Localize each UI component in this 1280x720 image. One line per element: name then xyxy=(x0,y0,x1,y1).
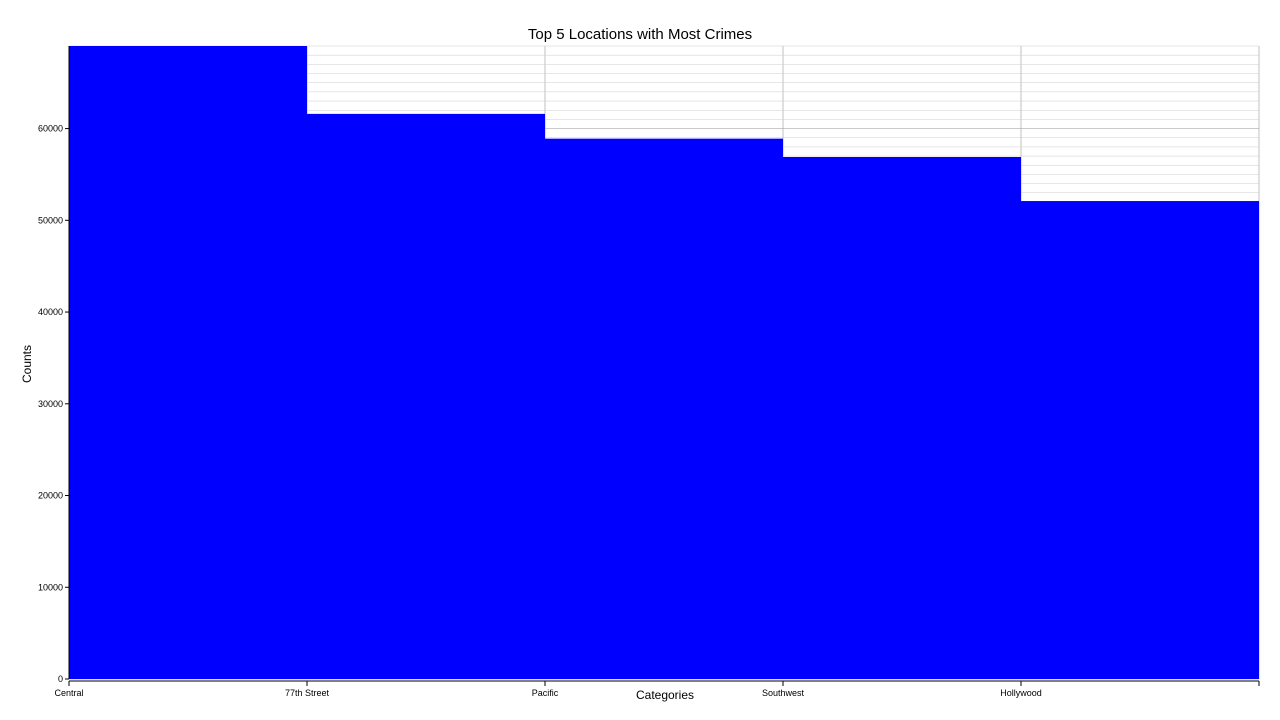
chart-title: Top 5 Locations with Most Crimes xyxy=(528,26,752,43)
y-tick-label: 40000 xyxy=(38,307,63,317)
bar-77th-street xyxy=(307,113,545,679)
x-tick-label: 77th Street xyxy=(285,688,330,698)
x-axis-label: Categories xyxy=(636,688,694,702)
y-axis-label: Counts xyxy=(20,345,34,383)
bar-central xyxy=(69,46,307,679)
bar-southwest xyxy=(783,157,1021,680)
y-tick-label: 0 xyxy=(58,674,63,684)
bar-hollywood xyxy=(1021,201,1259,679)
x-tick-label: Pacific xyxy=(532,688,559,698)
bar-pacific xyxy=(545,138,783,680)
y-tick-label: 50000 xyxy=(38,215,63,225)
x-tick-label: Hollywood xyxy=(1000,688,1042,698)
y-tick-label: 20000 xyxy=(38,491,63,501)
x-tick-label: Southwest xyxy=(762,688,805,698)
y-tick-label: 10000 xyxy=(38,582,63,592)
axes-layer: 0 10000 20000 30000 40000 50000 60000 Central 77… xyxy=(38,46,1260,698)
bars-layer xyxy=(69,46,1259,680)
y-tick-label: 60000 xyxy=(38,124,63,134)
x-tick-label: Central xyxy=(54,688,83,698)
y-tick-label: 30000 xyxy=(38,399,63,409)
